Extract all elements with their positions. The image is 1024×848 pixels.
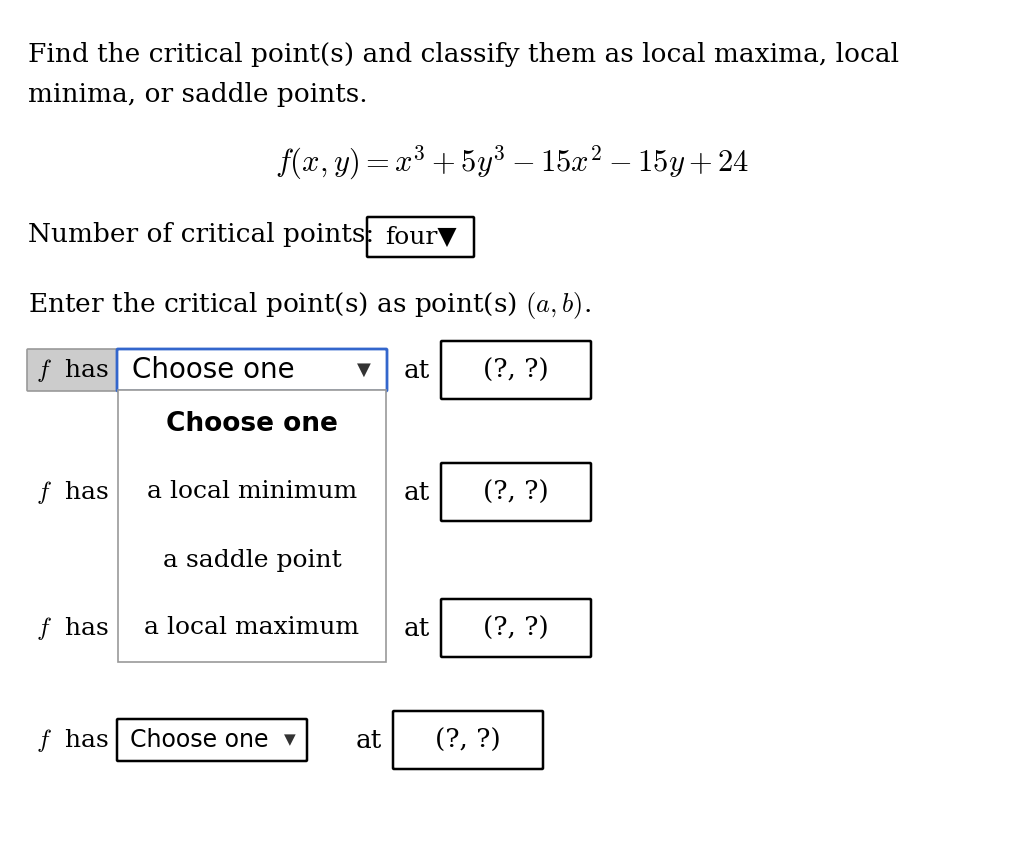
Text: $f$  has: $f$ has bbox=[36, 727, 109, 754]
FancyBboxPatch shape bbox=[393, 711, 543, 769]
FancyBboxPatch shape bbox=[117, 719, 307, 761]
FancyBboxPatch shape bbox=[441, 463, 591, 521]
FancyBboxPatch shape bbox=[117, 349, 387, 391]
Text: (?, ?): (?, ?) bbox=[435, 728, 501, 752]
Text: a saddle point: a saddle point bbox=[163, 549, 341, 572]
FancyBboxPatch shape bbox=[367, 217, 474, 257]
FancyBboxPatch shape bbox=[441, 599, 591, 657]
FancyBboxPatch shape bbox=[441, 341, 591, 399]
Text: Number of critical points:: Number of critical points: bbox=[28, 222, 374, 247]
Text: Enter the critical point(s) as point(s) $(a, b)$.: Enter the critical point(s) as point(s) … bbox=[28, 290, 591, 321]
Text: ▼: ▼ bbox=[357, 361, 371, 379]
Text: at: at bbox=[404, 479, 430, 505]
FancyBboxPatch shape bbox=[27, 349, 117, 391]
Text: a local minimum: a local minimum bbox=[146, 481, 357, 504]
Text: (?, ?): (?, ?) bbox=[483, 358, 549, 382]
Text: minima, or saddle points.: minima, or saddle points. bbox=[28, 82, 368, 107]
Text: $f(x, y) = x^3 + 5y^3 - 15x^2 - 15y + 24$: $f(x, y) = x^3 + 5y^3 - 15x^2 - 15y + 24… bbox=[274, 144, 750, 182]
Text: at: at bbox=[404, 358, 430, 382]
Text: $f$  has: $f$ has bbox=[36, 356, 109, 383]
Text: (?, ?): (?, ?) bbox=[483, 616, 549, 640]
Text: Choose one: Choose one bbox=[166, 411, 338, 437]
Text: ▼: ▼ bbox=[284, 733, 296, 747]
Text: four▼: four▼ bbox=[385, 226, 457, 248]
Text: Find the critical point(s) and classify them as local maxima, local: Find the critical point(s) and classify … bbox=[28, 42, 899, 67]
Bar bbox=[118, 390, 386, 662]
Text: a local maximum: a local maximum bbox=[144, 616, 359, 639]
Text: Choose one: Choose one bbox=[130, 728, 268, 752]
Text: $f$  has: $f$ has bbox=[36, 615, 109, 641]
Text: $f$  has: $f$ has bbox=[36, 478, 109, 505]
Text: Choose one: Choose one bbox=[132, 356, 295, 384]
Text: at: at bbox=[404, 616, 430, 640]
Text: (?, ?): (?, ?) bbox=[483, 479, 549, 505]
Text: at: at bbox=[356, 728, 382, 752]
